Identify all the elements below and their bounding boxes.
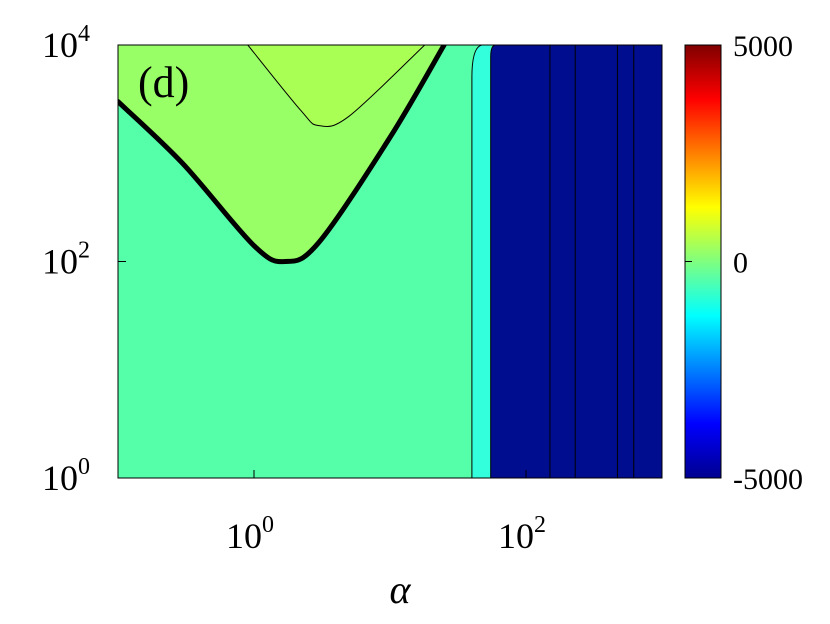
y-tick-exponent-2: 4 bbox=[78, 21, 90, 47]
colorbar-tick-label-0: 5000 bbox=[733, 30, 793, 63]
y-tick-label-0: 100 bbox=[42, 454, 90, 498]
contour-line-inner bbox=[247, 45, 426, 128]
x-axis-label: α bbox=[390, 567, 412, 612]
x-tick-exponent-1: 2 bbox=[534, 512, 546, 538]
contour-region-upper-lobe-inner bbox=[247, 45, 425, 127]
colorbar-ticks: 5000 0 -5000 bbox=[685, 30, 803, 496]
plot-area bbox=[118, 45, 662, 478]
contour-line-strip-left bbox=[471, 45, 483, 478]
contour-region-right-block bbox=[490, 45, 662, 478]
y-tick-label-1: 102 bbox=[42, 238, 90, 282]
y-tick-exponent-0: 0 bbox=[78, 454, 90, 480]
x-tick-exponent-0: 0 bbox=[262, 512, 274, 538]
x-tick-label-0: 100 bbox=[226, 512, 274, 556]
y-tick-exponent-1: 2 bbox=[78, 238, 90, 264]
y-tick-label-2: 104 bbox=[42, 21, 90, 65]
panel-label: (d) bbox=[138, 58, 189, 107]
colorbar-tick-label-2: -5000 bbox=[733, 463, 803, 496]
colorbar-tick-label-1: 0 bbox=[733, 247, 748, 280]
contour-line-zero bbox=[118, 45, 447, 265]
x-tick-label-1: 102 bbox=[498, 512, 546, 556]
contour-region-transition-strip bbox=[471, 45, 491, 478]
